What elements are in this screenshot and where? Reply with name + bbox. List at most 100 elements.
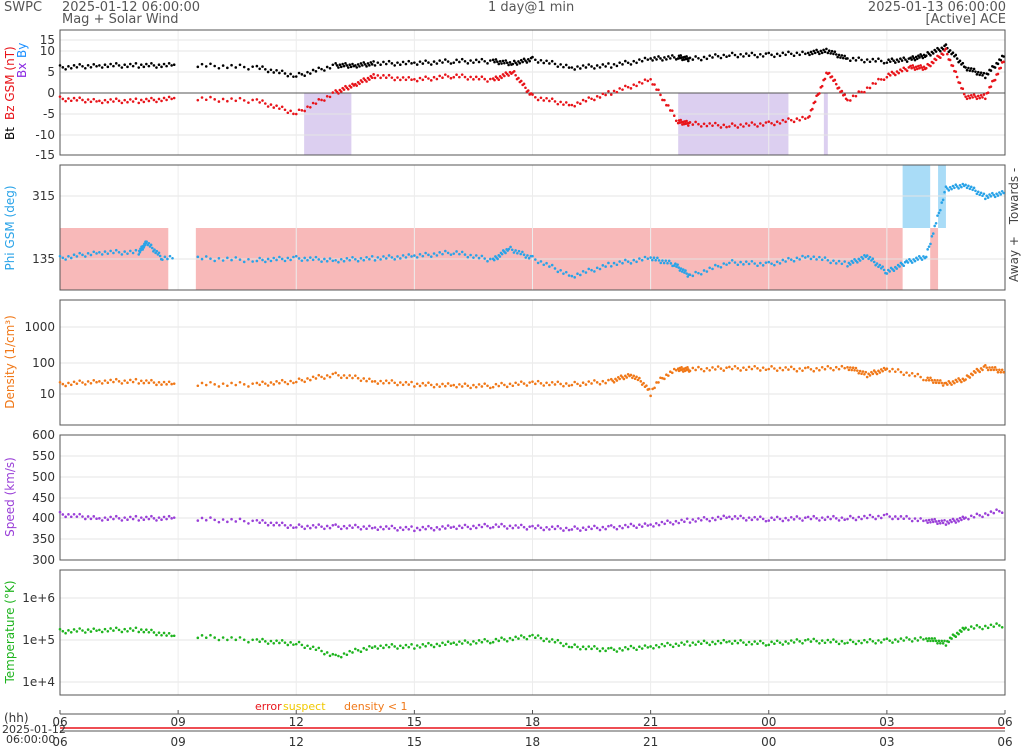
bt-point <box>892 59 895 62</box>
temperature-point <box>899 637 903 640</box>
speed-point <box>730 517 734 521</box>
bz-point <box>697 122 700 126</box>
temperature-point <box>75 630 79 633</box>
density-point <box>939 379 942 382</box>
phi-point <box>795 256 799 260</box>
speed-point <box>809 517 813 521</box>
speed-point <box>339 527 343 531</box>
bt-point <box>833 50 837 54</box>
density-point <box>934 381 938 385</box>
temperature-point <box>986 626 990 630</box>
temperature-point <box>525 637 529 641</box>
bt-point <box>120 66 124 69</box>
phi-point <box>815 258 818 261</box>
speed-point <box>323 527 326 531</box>
bt-point <box>871 57 875 61</box>
temperature-point <box>998 624 1001 627</box>
bt-point <box>979 71 983 74</box>
temperature-point <box>978 625 981 629</box>
speed-point <box>579 529 582 532</box>
phi-point <box>661 259 664 262</box>
panel-frame <box>59 164 1006 291</box>
temperature-point <box>837 642 841 646</box>
temperature-point <box>303 646 306 650</box>
phi-point <box>851 261 855 264</box>
phi-point <box>548 265 551 268</box>
bt-point <box>849 59 852 63</box>
bt-point <box>691 58 695 61</box>
speed-point <box>415 526 419 530</box>
speed-point <box>234 520 238 523</box>
density-point <box>761 366 765 369</box>
speed-point <box>460 526 464 530</box>
density-point <box>988 366 991 369</box>
phi-point <box>562 272 565 275</box>
time-axis-label: (hh) <box>4 711 29 725</box>
phi-point <box>868 255 872 259</box>
speed-point <box>885 512 889 516</box>
density-point <box>847 368 851 372</box>
bz-point <box>230 97 233 100</box>
bz-point <box>129 98 132 101</box>
bt-point <box>733 53 737 57</box>
bz-point <box>432 75 436 79</box>
temperature-point <box>500 636 503 640</box>
bz-point <box>598 96 602 99</box>
bt-point <box>784 53 787 57</box>
bz-point <box>615 90 619 94</box>
speed-point <box>242 519 246 523</box>
bz-point <box>120 101 124 105</box>
speed-point <box>226 520 229 524</box>
y-tick-label: 1e+6 <box>22 591 55 605</box>
density-point <box>337 374 340 377</box>
bz-point <box>993 78 997 82</box>
bz-point <box>480 75 484 79</box>
density-point <box>126 381 129 385</box>
temperature-point <box>934 639 938 643</box>
density-point <box>114 377 118 381</box>
speed-point <box>61 513 65 516</box>
speed-point <box>894 515 897 518</box>
bz-point <box>142 100 146 104</box>
bt-point <box>337 66 340 69</box>
bt-point <box>659 57 662 60</box>
phi-point <box>716 264 720 268</box>
bz-point <box>209 95 212 99</box>
bz-point <box>152 98 156 102</box>
speed-point <box>458 524 461 528</box>
speed-point <box>958 516 962 520</box>
bt-point <box>89 65 93 69</box>
speed-point <box>896 517 900 521</box>
phi-point <box>158 254 162 258</box>
temperature-point <box>376 647 380 650</box>
bz-point <box>303 109 306 113</box>
phi-point <box>691 274 695 278</box>
legend-density-lt1: density < 1 <box>344 700 408 713</box>
bz-point <box>455 73 458 77</box>
speed-point <box>542 528 546 532</box>
phi-point <box>976 190 980 194</box>
temperature-point <box>826 638 830 642</box>
speed-point <box>671 523 675 526</box>
density-point <box>157 380 161 384</box>
temperature-point <box>815 639 818 643</box>
bz-point <box>761 124 765 127</box>
speed-point <box>843 518 846 522</box>
bz-point <box>975 97 979 101</box>
bt-point <box>356 63 360 66</box>
bz-point <box>857 90 861 93</box>
bt-point <box>283 72 287 75</box>
bt-point <box>345 64 349 67</box>
temperature-point <box>534 636 537 640</box>
density-point <box>985 366 989 369</box>
density-point <box>204 383 208 387</box>
density-point <box>226 384 229 388</box>
temperature-point <box>595 647 599 650</box>
phi-point <box>446 251 450 255</box>
speed-point <box>815 517 818 520</box>
speed-point <box>934 520 938 523</box>
density-point <box>311 375 315 379</box>
speed-point <box>477 523 481 527</box>
bt-point <box>778 54 782 58</box>
bt-point <box>261 65 264 68</box>
